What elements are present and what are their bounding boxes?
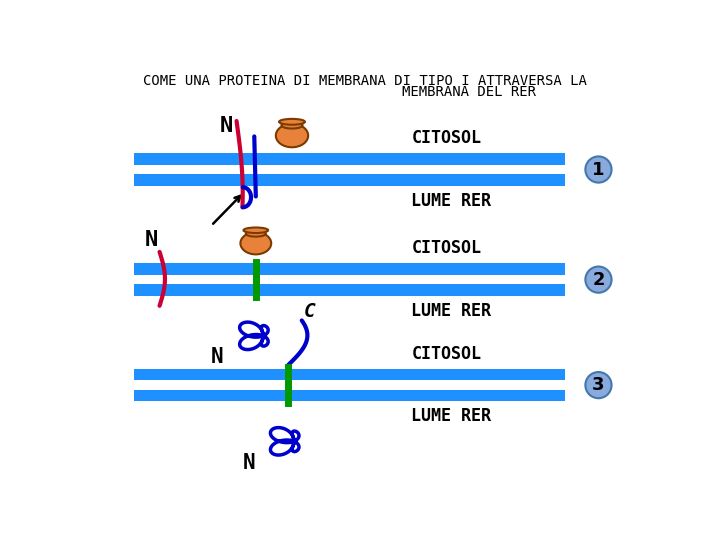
Ellipse shape — [240, 232, 271, 254]
Text: 1: 1 — [593, 160, 605, 179]
Bar — [134, 275, 565, 285]
Ellipse shape — [279, 119, 305, 125]
Bar — [134, 165, 565, 174]
Text: C: C — [304, 302, 315, 321]
Text: CITOSOL: CITOSOL — [411, 239, 482, 257]
Text: COME UNA PROTEINA DI MEMBRANA DI TIPO I ATTRAVERSA LA: COME UNA PROTEINA DI MEMBRANA DI TIPO I … — [143, 74, 587, 88]
Text: CITOSOL: CITOSOL — [411, 129, 482, 147]
Bar — [134, 369, 565, 401]
Text: N: N — [145, 230, 158, 249]
Circle shape — [585, 267, 611, 293]
Text: N: N — [243, 453, 255, 473]
Ellipse shape — [276, 124, 308, 147]
Text: LUME RER: LUME RER — [411, 408, 491, 426]
Bar — [134, 380, 565, 390]
Text: LUME RER: LUME RER — [411, 302, 491, 320]
Bar — [134, 153, 565, 186]
Text: MEMBRANA DEL RER: MEMBRANA DEL RER — [402, 85, 536, 99]
Ellipse shape — [246, 231, 266, 237]
Circle shape — [585, 372, 611, 398]
Text: CITOSOL: CITOSOL — [411, 345, 482, 363]
Text: N: N — [220, 117, 233, 137]
Text: LUME RER: LUME RER — [411, 192, 491, 210]
Text: 3: 3 — [593, 376, 605, 394]
Text: 2: 2 — [593, 271, 605, 288]
Ellipse shape — [282, 122, 302, 129]
Text: N: N — [211, 347, 224, 367]
Ellipse shape — [243, 227, 268, 233]
Bar — [134, 264, 565, 296]
Circle shape — [585, 157, 611, 183]
